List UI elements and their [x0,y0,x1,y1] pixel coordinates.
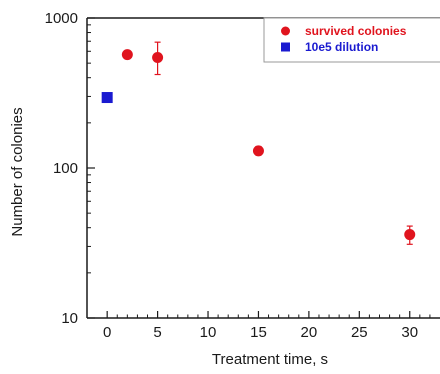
x-axis-ticks: 0 5 10 15 20 25 30 [103,311,431,341]
legend: survived colonies 10e5 dilution [263,17,440,63]
y-axis-ticks: 10 100 1000 [45,10,95,327]
x-axis-title: Treatment time, s [212,351,328,368]
legend-marker-square [281,42,290,52]
y-tick-label: 10 [61,310,78,327]
x-tick-label: 5 [153,324,161,341]
legend-box [263,17,440,63]
legend-label: 10e5 dilution [305,40,378,54]
plot-frame [86,17,440,319]
x-tick-label: 10 [200,324,217,341]
data-point-circle [252,145,264,157]
x-tick-label: 25 [351,324,368,341]
data-point-circle [404,229,416,241]
data-point-circle [152,52,164,64]
data-point-circle [121,49,133,61]
y-tick-label: 100 [53,160,78,177]
x-tick-label: 0 [103,324,111,341]
y-axis-title: Number of colonies [9,107,26,236]
data-point-square [101,92,113,104]
legend-label: survived colonies [305,24,407,38]
x-tick-label: 30 [401,324,418,341]
x-tick-label: 20 [301,324,318,341]
data-marks [101,41,416,245]
y-tick-label: 1000 [45,10,78,27]
x-tick-label: 15 [250,324,267,341]
legend-marker-circle [281,26,290,36]
